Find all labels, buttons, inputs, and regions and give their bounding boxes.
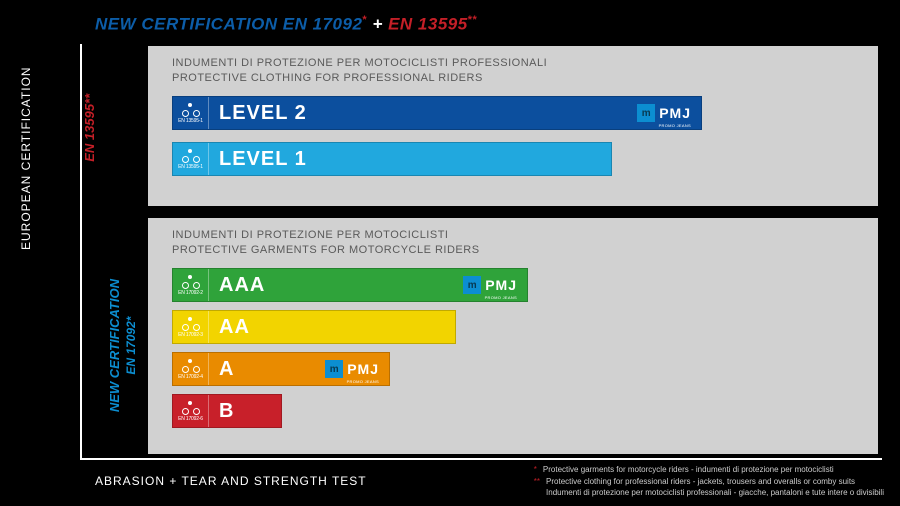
bar-label: LEVEL 2	[219, 102, 307, 125]
rider-icon: EN 17092-4	[173, 353, 209, 385]
footnotes: *Protective garments for motorcycle ride…	[534, 464, 884, 498]
footnote-3: **Indumenti di protezione per motociclis…	[534, 487, 884, 498]
panel-top-heading-en: PROTECTIVE CLOTHING FOR PROFESSIONAL RID…	[172, 71, 547, 86]
pmj-badge: mPMJPROMO JEANS	[463, 276, 517, 294]
x-axis-line	[80, 458, 882, 460]
bar-aaa: EN 17092-2AAAmPMJPROMO JEANS	[172, 268, 528, 302]
icon-standard-label: EN 13595-1	[178, 119, 203, 124]
icon-standard-label: EN 13595-1	[178, 165, 203, 170]
bar-b: EN 17092-6 B	[172, 394, 282, 428]
title-part2: EN 13595	[388, 15, 468, 34]
pmj-subtext: PROMO JEANS	[485, 295, 517, 300]
pmj-logo-icon: m	[463, 276, 481, 294]
rider-icon: EN 13595-1	[173, 143, 209, 175]
rider-icon: EN 17092-2	[173, 269, 209, 301]
panel-bottom-heading-en: PROTECTIVE GARMENTS FOR MOTORCYCLE RIDER…	[172, 243, 480, 258]
icon-standard-label: EN 17092-3	[178, 333, 203, 338]
pmj-badge: mPMJPROMO JEANS	[325, 360, 379, 378]
pmj-text: PMJ	[659, 105, 691, 121]
panel-bottom-heading: INDUMENTI DI PROTEZIONE PER MOTOCICLISTI…	[172, 228, 480, 259]
side-label-line1: NEW CERTIFICATION	[107, 279, 122, 412]
bar-label: A	[219, 358, 234, 381]
icon-standard-label: EN 17092-4	[178, 375, 203, 380]
rider-icon: EN 17092-3	[173, 311, 209, 343]
icon-standard-label: EN 17092-2	[178, 291, 203, 296]
bar-label: B	[219, 400, 234, 423]
y-axis-label: EUROPEAN CERTIFICATION	[19, 66, 33, 250]
icon-standard-label: EN 17092-6	[178, 417, 203, 422]
bar-label: AA	[219, 316, 250, 339]
footnote-2: **Protective clothing for professional r…	[534, 476, 884, 487]
bar-level-1: EN 13595-1 LEVEL 1	[172, 142, 612, 176]
pmj-subtext: PROMO JEANS	[347, 379, 379, 384]
title-part1: NEW CERTIFICATION EN 17092	[95, 15, 362, 34]
side-label-en17092: NEW CERTIFICATION EN 17092*	[107, 279, 138, 412]
panel-top-heading-it: INDUMENTI DI PROTEZIONE PER MOTOCICLISTI…	[172, 56, 547, 71]
pmj-badge: mPMJPROMO JEANS	[637, 104, 691, 122]
pmj-logo-icon: m	[325, 360, 343, 378]
bar-level-2: EN 13595-1LEVEL 2mPMJPROMO JEANS	[172, 96, 702, 130]
chart-title: NEW CERTIFICATION EN 17092* + EN 13595**	[95, 14, 477, 35]
side-label-line2: EN 17092*	[124, 317, 138, 375]
side-label-en13595: EN 13595**	[82, 94, 98, 162]
pmj-text: PMJ	[485, 277, 517, 293]
bar-aa: EN 17092-3 AA	[172, 310, 456, 344]
bar-a: EN 17092-4AmPMJPROMO JEANS	[172, 352, 390, 386]
x-axis-label: ABRASION + TEAR AND STRENGTH TEST	[95, 474, 367, 488]
panel-top-heading: INDUMENTI DI PROTEZIONE PER MOTOCICLISTI…	[172, 56, 547, 87]
bar-label: AAA	[219, 274, 265, 297]
footnote-1: *Protective garments for motorcycle ride…	[534, 464, 884, 475]
rider-icon: EN 17092-6	[173, 395, 209, 427]
panel-en17092: INDUMENTI DI PROTEZIONE PER MOTOCICLISTI…	[148, 218, 878, 454]
title-star2: **	[468, 14, 478, 26]
pmj-subtext: PROMO JEANS	[659, 123, 691, 128]
pmj-logo-icon: m	[637, 104, 655, 122]
title-star1: *	[362, 14, 367, 26]
pmj-text: PMJ	[347, 361, 379, 377]
rider-icon: EN 13595-1	[173, 97, 209, 129]
bar-label: LEVEL 1	[219, 148, 307, 171]
title-plus: +	[372, 15, 388, 34]
panel-en13595: INDUMENTI DI PROTEZIONE PER MOTOCICLISTI…	[148, 46, 878, 206]
panel-bottom-heading-it: INDUMENTI DI PROTEZIONE PER MOTOCICLISTI	[172, 228, 480, 243]
